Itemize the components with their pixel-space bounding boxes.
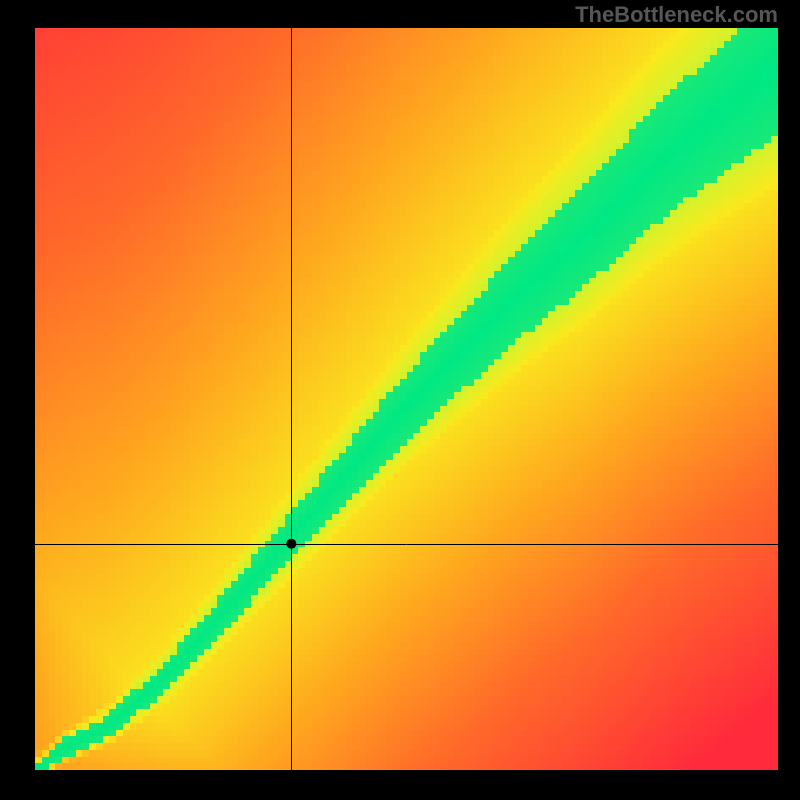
bottleneck-heatmap xyxy=(0,0,800,800)
attribution-label: TheBottleneck.com xyxy=(575,2,778,28)
chart-container: TheBottleneck.com xyxy=(0,0,800,800)
